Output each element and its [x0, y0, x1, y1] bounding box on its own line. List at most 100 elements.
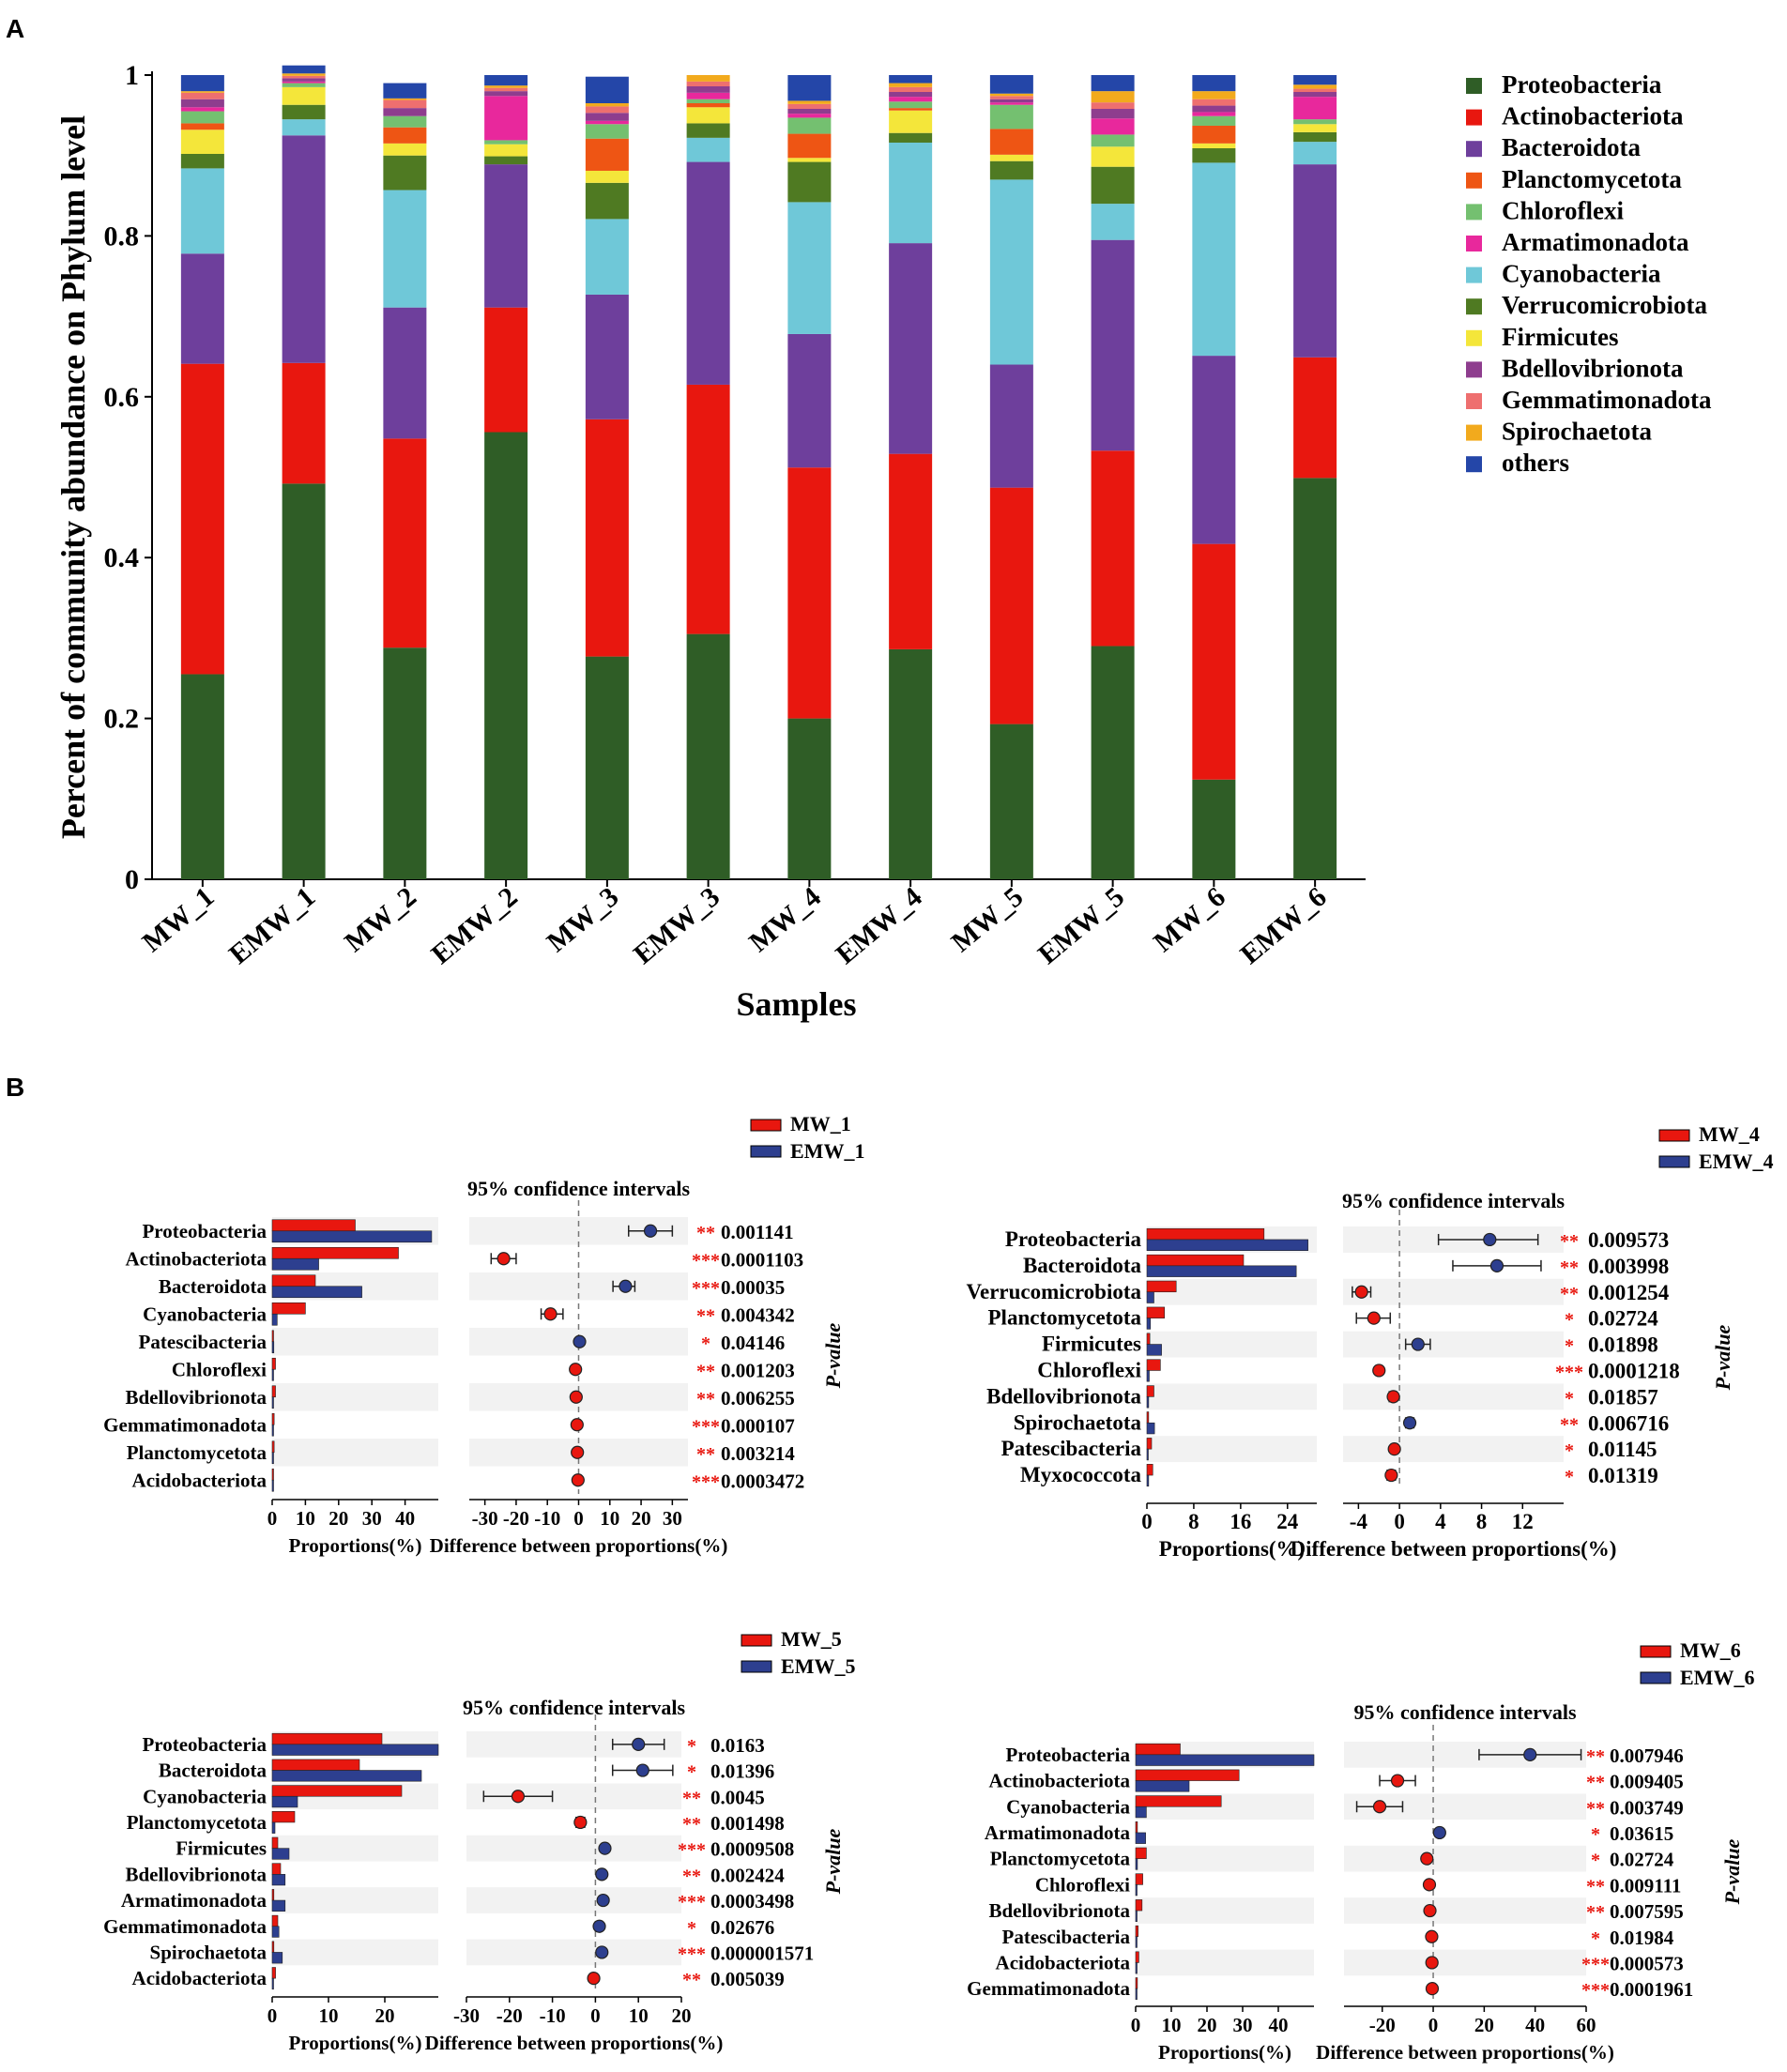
proportion-bar-group2: [271, 1977, 274, 1990]
legend-label: Gemmatimonadota: [1502, 386, 1712, 414]
difference-point: [1387, 1442, 1401, 1456]
y-tick-label: 0: [125, 864, 139, 895]
bar-segment-bacteroidota: [585, 294, 629, 419]
p-value-label: 0.01984: [1610, 1927, 1674, 1949]
bar-segment-verrucomicrobiota: [686, 123, 730, 138]
difference-point: [592, 1919, 606, 1933]
bar-tick-label: 40: [395, 1507, 415, 1530]
significance-mark: **: [696, 1361, 715, 1381]
proportion-bar-group1: [1146, 1464, 1153, 1476]
bar-segment-actinobacteriota: [180, 363, 224, 675]
panel-b-label: B: [6, 1073, 24, 1102]
bar-tick-label: 20: [1198, 2014, 1217, 2036]
significance-mark: *: [687, 1736, 696, 1757]
taxon-label: Acidobacteriota: [132, 1469, 267, 1491]
bar-segment-chloroflexi: [1192, 115, 1236, 126]
p-value-label: 0.003214: [721, 1442, 795, 1465]
bar-segment-proteobacteria: [383, 648, 427, 879]
bar-segment-bacteroidota: [787, 333, 832, 468]
diff-x-axis-title: Difference between proportions(%): [425, 2032, 724, 2054]
bar-segment-bacteroidota: [1192, 356, 1236, 544]
y-tick-label: 0.8: [104, 221, 140, 251]
bar-segment-cyanobacteria: [1091, 204, 1135, 240]
bar-x-axis-title: Proportions(%): [1158, 2041, 1291, 2064]
bar-segment-gemmatimonadota: [1091, 102, 1135, 109]
comparison-chart-mw4-emw4: MW_4 EMW_4 95% confidence intervals Proteob…: [966, 1122, 1773, 1561]
legend: Proteobacteria Actinobacteriota Bacteroido…: [1466, 70, 1712, 477]
bar-segment-verrucomicrobiota: [1192, 147, 1236, 163]
row-band: [272, 1835, 438, 1862]
legend-swatch-others: [1466, 456, 1482, 473]
bar-segment-bdellovibrionota: [1192, 105, 1236, 113]
proportion-bar-group1: [271, 1941, 275, 1953]
legend-swatch-group2: [1658, 1155, 1690, 1168]
proportion-bar-group2: [1146, 1265, 1297, 1277]
proportion-bar-group1: [1146, 1280, 1177, 1293]
bar-segment-armatimonadota: [585, 120, 629, 125]
difference-point: [1432, 1825, 1446, 1840]
p-value-label: 0.0001103: [721, 1248, 803, 1271]
diff-tick-label: -30: [453, 2004, 480, 2027]
taxon-label: Gemmatimonadota: [103, 1413, 267, 1436]
bar-segment-chloroflexi: [484, 140, 528, 145]
diff-tick-label: 0: [573, 1507, 584, 1530]
bar-segment-gemmatimonadota: [180, 92, 224, 99]
significance-mark: *: [687, 1918, 696, 1939]
significance-mark: **: [1560, 1414, 1579, 1435]
y-tick-label: 1: [125, 60, 139, 91]
bar-segment-bdellovibrionota: [787, 108, 832, 114]
row-band: [466, 1887, 681, 1913]
significance-mark: **: [1586, 1773, 1605, 1793]
taxon-label: Planctomycetota: [990, 1848, 1131, 1870]
bar-segment-chloroflexi: [180, 111, 224, 124]
bar-segment-firmicutes: [585, 170, 629, 183]
difference-point: [1483, 1232, 1497, 1247]
difference-point: [1384, 1468, 1398, 1483]
proportion-bar-group1: [271, 1759, 360, 1771]
bar-segment-others: [282, 65, 326, 74]
taxon-label: Verrucomicrobiota: [966, 1280, 1141, 1303]
significance-mark: *: [1591, 1824, 1600, 1845]
comparison-chart-mw1-emw1: MW_1 EMW_1 95% confidence intervals Proteob…: [103, 1112, 864, 1557]
bar-segment-firmicutes: [686, 107, 730, 124]
bar-segment-gemmatimonadota: [787, 103, 832, 109]
bar-tick-label: 0: [1131, 2014, 1141, 2036]
diff-tick-label: 12: [1512, 1510, 1534, 1533]
diff-tick-label: 0: [1428, 2014, 1439, 2036]
legend-label: MW_6: [1680, 1638, 1741, 1662]
bar-segment-proteobacteria: [989, 724, 1033, 879]
taxon-label: Spirochaetota: [1014, 1410, 1142, 1434]
taxon-label: Patescibacteria: [139, 1331, 267, 1353]
bar-segment-cyanobacteria: [787, 202, 832, 334]
significance-mark: ***: [692, 1471, 720, 1492]
taxon-label: Bdellovibrionota: [125, 1863, 267, 1885]
legend-label: Actinobacteriota: [1502, 102, 1684, 130]
bar-tick-label: 40: [1269, 2014, 1289, 2036]
significance-mark: **: [1560, 1231, 1579, 1252]
p-value-axis-title: P-value: [821, 1322, 845, 1389]
row-band: [272, 1887, 438, 1913]
row-band: [1147, 1383, 1317, 1410]
bar-segment-planctomycetota: [585, 138, 629, 171]
significance-mark: ***: [678, 1892, 706, 1912]
legend-label: MW_1: [790, 1112, 851, 1135]
difference-point: [1425, 1956, 1439, 1970]
legend-swatch-group2: [741, 1660, 772, 1673]
proportion-bar-group1: [1135, 1873, 1143, 1885]
diff-x-axis-title: Difference between proportions(%): [1291, 1537, 1617, 1561]
bar-tick-label: 30: [1233, 2014, 1253, 2036]
taxon-label: Actinobacteriota: [989, 1770, 1131, 1792]
bar-segment-gemmatimonadota: [585, 106, 629, 114]
row-band: [272, 1439, 438, 1467]
taxon-label: Bacteroidota: [1023, 1254, 1142, 1277]
legend-label: EMW_1: [790, 1139, 864, 1163]
proportion-bar-group1: [1146, 1438, 1153, 1450]
bar-tick-label: 24: [1276, 1510, 1299, 1533]
row-band: [1344, 1845, 1586, 1872]
comparison-chart-mw6-emw6: MW_6 EMW_6 95% confidence intervals Proteob…: [967, 1638, 1754, 2064]
bar-segment-chloroflexi: [889, 101, 933, 109]
difference-point: [598, 1841, 612, 1855]
difference-point: [571, 1473, 585, 1487]
significance-mark: ***: [692, 1416, 720, 1437]
bar-segment-proteobacteria: [787, 718, 832, 879]
